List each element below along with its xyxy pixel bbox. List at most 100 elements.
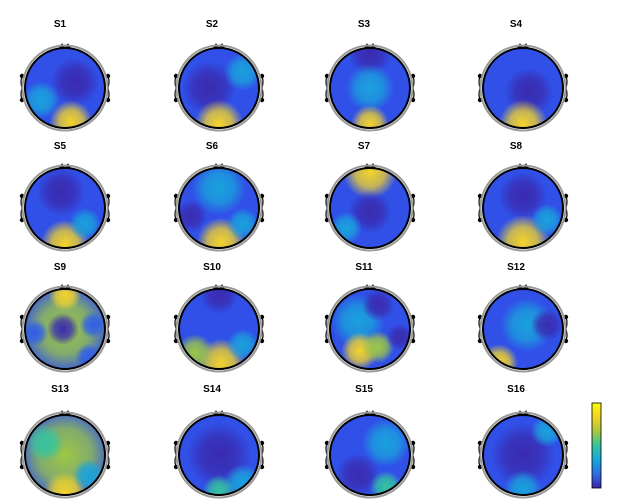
- activation-region: [36, 168, 86, 217]
- colorbar: [591, 402, 602, 489]
- head-outline: [482, 47, 564, 129]
- topoplot-s11: S11: [324, 262, 416, 373]
- topography-surface: [25, 289, 105, 369]
- activation-region: [498, 171, 548, 221]
- head-shadow: [326, 44, 414, 132]
- panel-title: S6: [206, 141, 219, 152]
- topoplot-s1: S1: [19, 19, 111, 132]
- head-outline: [24, 167, 106, 249]
- topoplot-s16: S16: [477, 384, 569, 499]
- activation-region: [49, 100, 93, 128]
- head-shadow: [175, 285, 263, 373]
- activation-region: [345, 63, 395, 113]
- activation-region: [179, 334, 214, 369]
- head-outline: [178, 47, 260, 129]
- activation-region: [200, 289, 238, 314]
- head-outline: [329, 414, 411, 496]
- panel-title: S1: [54, 19, 67, 30]
- topography-surface: [25, 168, 105, 248]
- activation-region: [192, 168, 246, 215]
- topography-surface: [330, 48, 410, 128]
- head-shadow: [326, 285, 414, 373]
- topoplot-s13: S13: [19, 384, 111, 499]
- activation-region: [351, 105, 389, 128]
- activation-region: [26, 424, 64, 462]
- activation-region: [194, 99, 244, 128]
- head-outline: [178, 167, 260, 249]
- panel-title: S10: [203, 262, 221, 273]
- topoplot-s4: S4: [477, 19, 569, 132]
- panel-title: S7: [358, 141, 371, 152]
- panel-title: S16: [507, 384, 525, 395]
- activation-region: [498, 99, 548, 128]
- panel-title: S9: [54, 262, 67, 273]
- activation-region: [48, 289, 82, 312]
- head-shadow: [479, 44, 567, 132]
- head-outline: [24, 47, 106, 129]
- activation-region: [202, 474, 236, 495]
- head-outline: [24, 414, 106, 496]
- head-shadow: [175, 44, 263, 132]
- topography-surface: [483, 168, 563, 248]
- panel-title: S13: [51, 384, 69, 395]
- activation-region: [226, 328, 259, 362]
- head-shadow: [326, 164, 414, 252]
- panel-title: S12: [507, 262, 525, 273]
- topoplot-s14: S14: [173, 384, 265, 499]
- activation-region: [50, 57, 100, 107]
- panel-title: S3: [358, 19, 371, 30]
- activation-region: [79, 311, 105, 339]
- head-outline: [178, 288, 260, 370]
- topography-surface: [483, 48, 563, 128]
- panel-title: S14: [203, 384, 221, 395]
- activation-region: [226, 207, 259, 241]
- head-outline: [178, 414, 260, 496]
- head-shadow: [21, 164, 109, 252]
- activation-region: [343, 168, 397, 199]
- activation-region: [504, 470, 542, 495]
- head-shadow: [479, 164, 567, 252]
- head-outline: [482, 288, 564, 370]
- head-outline: [24, 288, 106, 370]
- head-shadow: [479, 285, 567, 373]
- topography-surface: [330, 289, 410, 369]
- activation-region: [336, 453, 380, 495]
- head-outline: [482, 167, 564, 249]
- activation-region: [25, 319, 49, 347]
- topoplot-s3: S3: [324, 19, 416, 132]
- panel-title: S8: [510, 141, 523, 152]
- topoplot-s15: S15: [324, 384, 416, 499]
- activation-region: [361, 330, 395, 364]
- panel-title: S15: [355, 384, 373, 395]
- head-shadow: [21, 44, 109, 132]
- topoplot-s7: S7: [324, 141, 416, 252]
- activation-region: [68, 207, 102, 241]
- activation-region: [361, 289, 395, 322]
- head-outline: [329, 288, 411, 370]
- head-outline: [482, 414, 564, 496]
- head-shadow: [175, 411, 263, 499]
- topography-surface: [25, 48, 105, 128]
- panel-title: S4: [510, 19, 523, 30]
- head-shadow: [479, 411, 567, 499]
- topoplot-s12: S12: [477, 262, 569, 373]
- panel-title: S2: [206, 19, 219, 30]
- topoplot-s2: S2: [173, 19, 265, 132]
- topoplot-s10: S10: [173, 262, 265, 373]
- head-shadow: [21, 285, 109, 373]
- topoplot-s5: S5: [19, 141, 111, 252]
- head-shadow: [326, 411, 414, 499]
- activation-region: [369, 470, 403, 495]
- topoplot-s6: S6: [173, 141, 265, 252]
- topography-surface: [179, 48, 259, 128]
- head-outline: [329, 167, 411, 249]
- topography-surface: [330, 168, 410, 248]
- activation-region: [361, 418, 410, 468]
- panel-title: S5: [54, 141, 67, 152]
- topography-surface: [330, 415, 410, 495]
- activation-region: [530, 308, 563, 342]
- activation-region: [530, 203, 563, 237]
- topography-surface: [483, 415, 563, 495]
- activation-region: [348, 48, 392, 76]
